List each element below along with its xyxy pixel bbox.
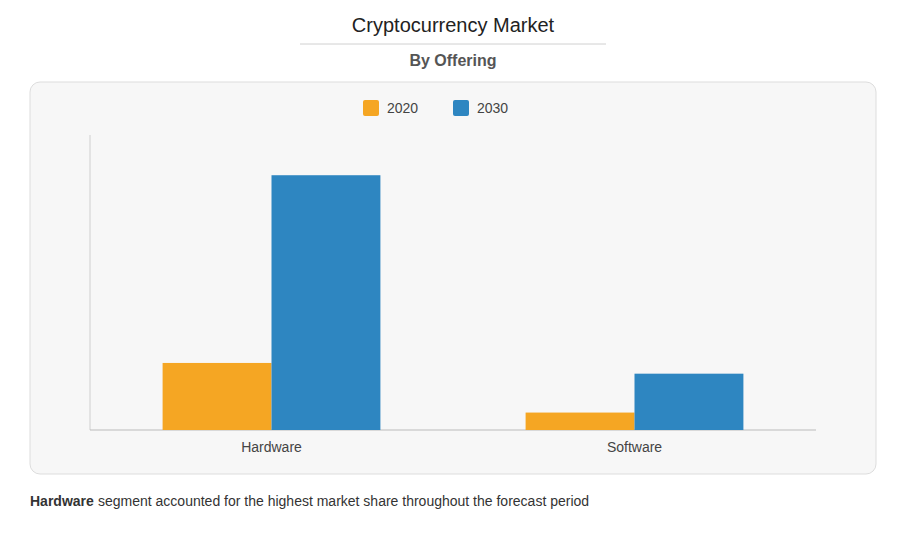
annotation: Hardwaresegment accounted for the highes… — [30, 493, 589, 509]
separator — [300, 44, 606, 45]
panel — [30, 82, 876, 474]
chart: Cryptocurrency Market By Offering 2020 2030… — [0, 0, 906, 541]
y-axis-line — [90, 135, 91, 430]
x-tick-label: Hardware — [241, 439, 302, 455]
x-tick-label: Software — [607, 439, 662, 455]
annotation-part: segment accounted for the highest market… — [98, 493, 589, 509]
legend-label: 2020 — [387, 100, 418, 116]
title: Cryptocurrency Market — [352, 14, 555, 36]
legend: 2020 2030 — [363, 100, 508, 116]
bar — [272, 175, 381, 430]
bar — [635, 374, 744, 430]
legend-swatch — [453, 100, 469, 116]
subtitle: By Offering — [409, 52, 496, 69]
bar — [163, 363, 272, 430]
annotation-part: Hardware — [30, 493, 94, 509]
legend-label: 2030 — [477, 100, 508, 116]
bars — [163, 175, 744, 430]
bar — [526, 413, 635, 430]
legend-swatch — [363, 100, 379, 116]
